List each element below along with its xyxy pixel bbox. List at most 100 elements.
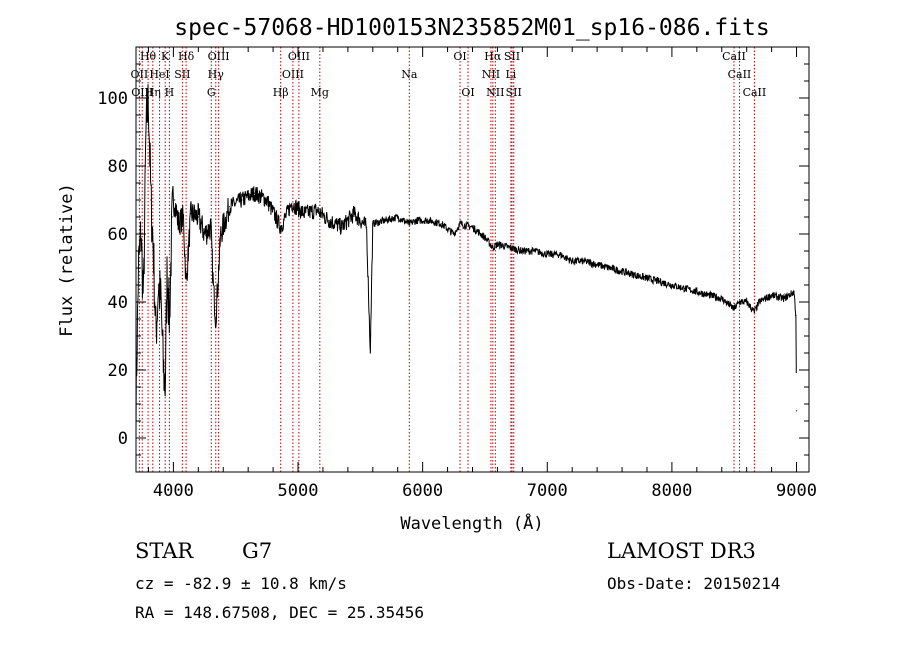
x-tick-label: 4000 <box>153 481 194 501</box>
spectrum-point <box>210 226 212 228</box>
x-tick-label: 8000 <box>651 481 692 501</box>
coordinates: RA = 148.67508, DEC = 25.35456 <box>135 603 424 622</box>
spectral-line-label: NII <box>486 86 504 99</box>
x-axis-ticks: 4000 5000 6000 7000 8000 9000 <box>147 47 817 501</box>
spectrum-point <box>266 199 268 201</box>
spectral-line-label: SII <box>504 50 520 63</box>
spectrum-point <box>171 216 173 218</box>
spectrum-point <box>162 369 165 371</box>
spectrum-point <box>190 213 192 215</box>
survey-name: LAMOST DR3 <box>607 539 756 563</box>
spectrum-point <box>621 270 623 272</box>
x-tick-label: 6000 <box>402 481 443 501</box>
y-tick-label: 80 <box>108 157 128 177</box>
spectrum-point <box>215 318 217 320</box>
spectrum-point <box>397 216 399 218</box>
spectrum-chart: spec-57068-HD100153N235852M01_sp16-086.f… <box>57 15 817 534</box>
spectral-line-label: OI <box>461 86 474 99</box>
spectrum-point <box>546 253 548 255</box>
y-tick-label: 20 <box>108 361 128 381</box>
spectrum-line <box>135 84 797 435</box>
spectrum-point <box>164 386 166 388</box>
x-axis-label: Wavelength (Å) <box>400 512 543 534</box>
spectral-line-markers <box>138 47 755 472</box>
spectrum-point <box>197 216 199 218</box>
spectrum-point <box>471 226 474 228</box>
spectrum-point <box>203 233 206 235</box>
spectral-line-label: Na <box>401 68 418 81</box>
spectrum-point <box>671 284 673 286</box>
y-axis-ticks: 0 20 40 60 80 100 <box>97 63 809 473</box>
spectrum-point <box>492 247 494 249</box>
spectrum-point <box>459 223 461 225</box>
spectrum-point <box>608 267 611 269</box>
spectral-line-label: Li <box>505 68 516 81</box>
chart-title: spec-57068-HD100153N235852M01_sp16-086.f… <box>174 15 769 41</box>
spectrum-point <box>646 277 648 279</box>
spectrum-point <box>793 291 795 293</box>
spectrum-point <box>369 352 371 354</box>
spectrum-point <box>166 267 168 269</box>
spectral-line-label: OIII <box>208 50 230 63</box>
spectrum-point <box>571 260 573 262</box>
x-tick-label: 5000 <box>278 481 319 501</box>
spectral-line-label: Hη <box>145 86 161 99</box>
spectrum-point <box>155 335 157 337</box>
spectral-line-label: NII <box>482 68 500 81</box>
spectrum-point <box>738 301 741 303</box>
spectral-line-label: G <box>207 86 216 99</box>
spectral-line-label: CaII <box>728 68 752 81</box>
spectral-line-label: Mg <box>311 86 329 99</box>
spectral-line-label: SII <box>506 86 522 99</box>
spectral-line-label: Hγ <box>208 68 225 81</box>
spectrum-point <box>795 410 798 412</box>
spectrum-point <box>415 219 418 221</box>
y-tick-label: 0 <box>118 429 128 449</box>
spectral-line-label: CaII <box>743 86 767 99</box>
spectrum-point <box>408 223 410 225</box>
plot-frame <box>135 46 810 473</box>
spectral-line-label: Hθ <box>140 50 157 63</box>
y-axis-label: Flux (relative) <box>57 183 77 337</box>
spectral-line-label: OII <box>131 68 149 81</box>
spectrum-point <box>328 219 330 221</box>
y-tick-label: 100 <box>97 89 128 109</box>
spectral-line-label: Hα <box>484 50 502 63</box>
spectrum-point <box>733 308 735 310</box>
spectrum-point <box>696 291 698 293</box>
spectrum-point <box>291 202 293 204</box>
spectrum-point <box>795 315 797 317</box>
spectral-line-label: OI <box>453 50 466 63</box>
redshift-cz: cz = -82.9 ± 10.8 km/s <box>135 574 347 593</box>
spectrum-point <box>316 209 318 211</box>
spectrum-point <box>584 260 586 262</box>
spectral-line-label: HeI <box>149 68 169 81</box>
spectrum-point <box>152 250 155 252</box>
spectral-line-label: K <box>161 50 170 63</box>
spectrum-point <box>440 223 442 225</box>
spectrum-point <box>496 243 499 245</box>
spectral-line-label: Hβ <box>273 86 289 99</box>
spectrum-point <box>150 199 152 201</box>
spectrum-point <box>174 199 176 201</box>
spectrum-point <box>384 219 386 221</box>
spectrum-point <box>253 192 255 194</box>
spectrum-point <box>753 311 756 313</box>
spectrum-point <box>182 216 184 218</box>
object-subclass: G7 <box>242 539 273 563</box>
spectral-line-label: Hδ <box>178 50 195 63</box>
spectral-line-label: CaII <box>722 50 746 63</box>
spectrum-point <box>428 219 430 221</box>
spectrum-point <box>353 213 355 215</box>
spectrum-point <box>341 226 343 228</box>
spectral-line-label: H <box>165 86 175 99</box>
spectrum-point <box>220 233 222 235</box>
y-tick-label: 40 <box>108 293 128 313</box>
spectrum-point <box>484 236 486 238</box>
spectrum-point <box>185 284 187 286</box>
spectrum-point <box>708 294 710 296</box>
spectrum-point <box>160 301 162 303</box>
spectrum-point <box>365 226 368 228</box>
spectrum-series <box>135 84 798 435</box>
